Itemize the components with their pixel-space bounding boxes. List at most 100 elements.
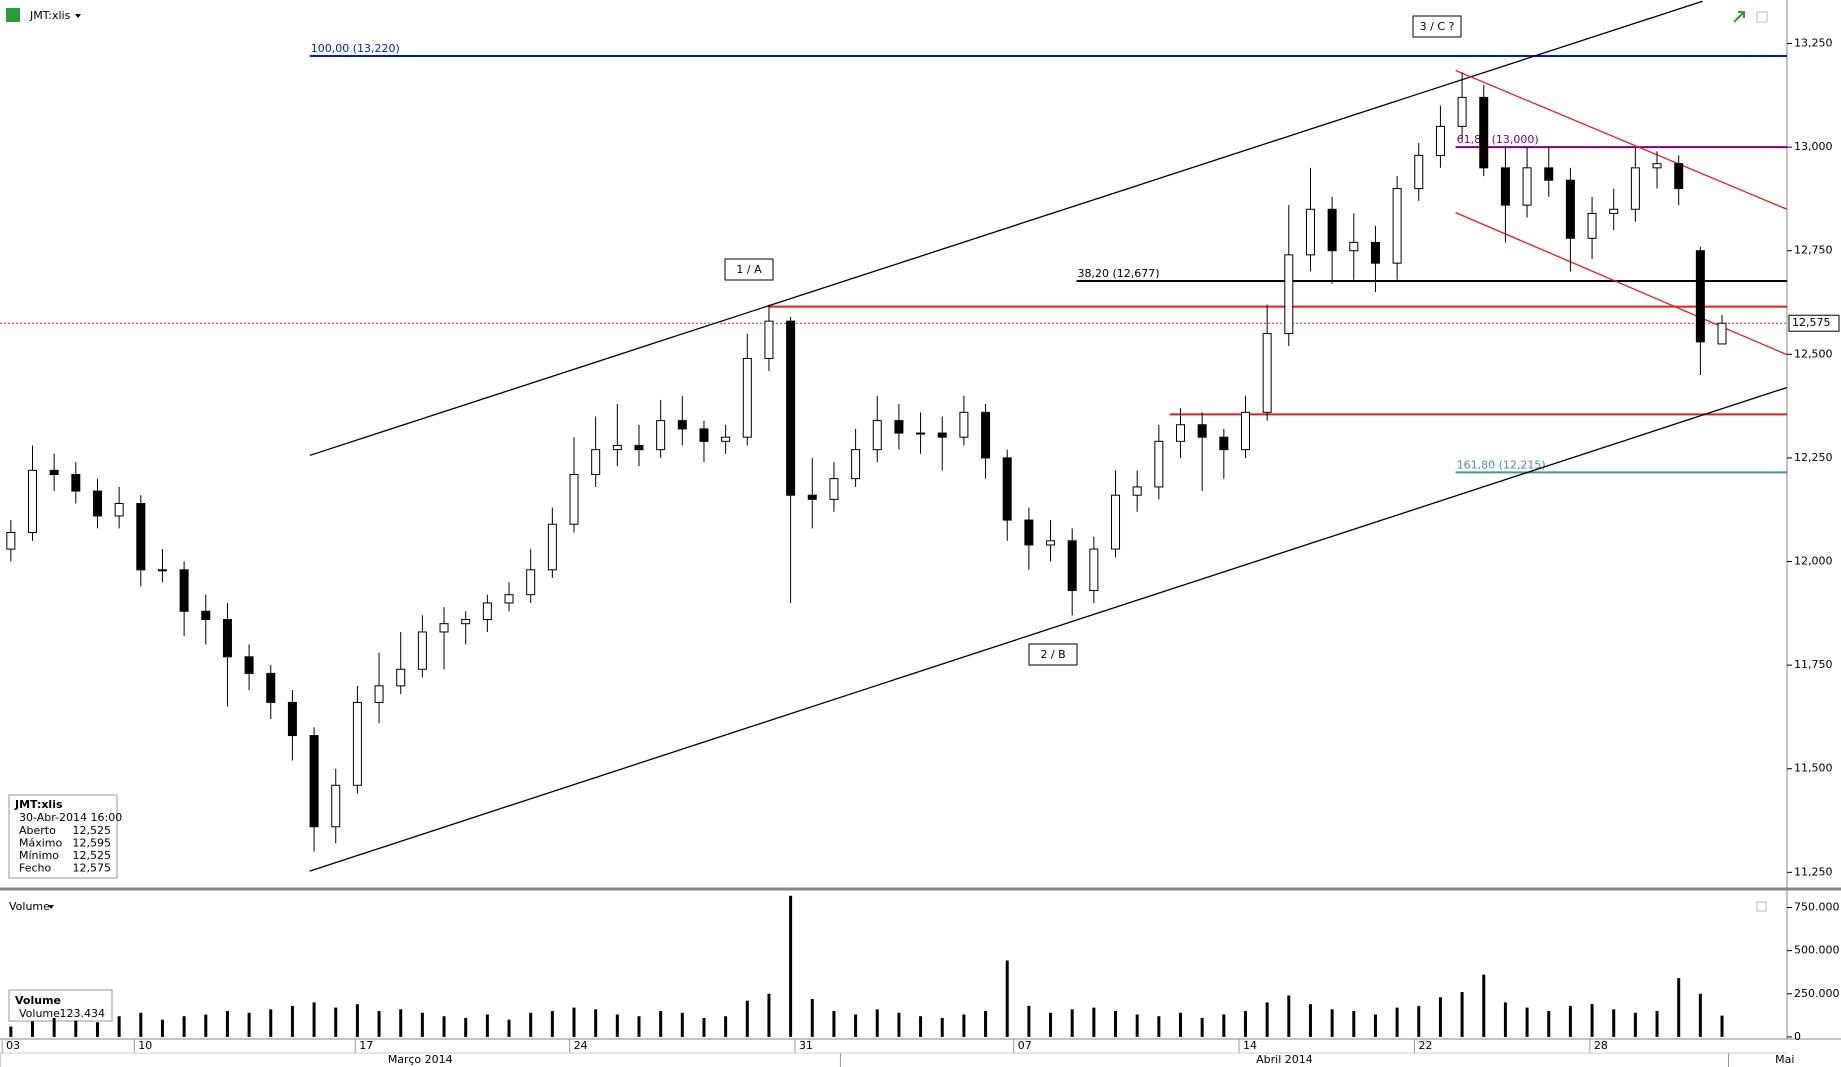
volume-bar bbox=[9, 1026, 13, 1037]
window-icon[interactable] bbox=[1756, 11, 1768, 23]
info-datetime: 30-Abr-2014 16:00 bbox=[19, 811, 122, 824]
candle-body bbox=[1327, 208, 1337, 252]
volume-bar bbox=[30, 1021, 34, 1037]
volume-bar bbox=[919, 1016, 923, 1037]
volume-bar bbox=[1460, 992, 1464, 1037]
volume-bar bbox=[182, 1016, 186, 1037]
x-tick-label: 07 bbox=[1018, 1039, 1032, 1052]
candle-body bbox=[287, 701, 297, 737]
volume-bar bbox=[74, 1020, 78, 1037]
tool-icon[interactable] bbox=[1733, 11, 1745, 23]
candle-body bbox=[1089, 548, 1099, 592]
candle-body bbox=[1565, 179, 1575, 239]
level-label: 38,20 (12,677) bbox=[1078, 267, 1160, 280]
volume-bar bbox=[225, 1011, 229, 1037]
symbol[interactable]: JMT:xlis bbox=[29, 9, 71, 22]
y-tick-label: 12,250 bbox=[1794, 451, 1833, 464]
x-tick-label: 14 bbox=[1243, 1039, 1257, 1052]
candle-body bbox=[1717, 322, 1727, 345]
candle-body bbox=[1370, 241, 1380, 264]
annotation: 1 / A bbox=[736, 263, 762, 276]
dropdown-arrow[interactable] bbox=[75, 14, 81, 18]
candle-body bbox=[1435, 125, 1445, 156]
y-tick-label: 250.000 bbox=[1794, 987, 1840, 1000]
volume-bar bbox=[1482, 974, 1486, 1037]
candle-body bbox=[894, 420, 904, 434]
candle-body bbox=[1522, 167, 1532, 206]
candle-body bbox=[1305, 208, 1315, 256]
volume-bar bbox=[940, 1017, 944, 1037]
y-tick-label: 12,000 bbox=[1794, 555, 1833, 568]
candle-body bbox=[1695, 250, 1705, 343]
y-tick-label: 500.000 bbox=[1794, 944, 1840, 957]
volume-bar bbox=[1503, 1002, 1507, 1037]
volume-bar bbox=[334, 1007, 338, 1037]
candle-body bbox=[591, 449, 601, 475]
volume-bar bbox=[897, 1012, 901, 1037]
candle-body bbox=[136, 503, 146, 571]
y-tick-label: 11,250 bbox=[1794, 865, 1833, 878]
volume-bar bbox=[724, 1016, 728, 1037]
volume-bar bbox=[1677, 978, 1681, 1037]
candle-body bbox=[331, 784, 341, 828]
info-value: 12,525 bbox=[73, 849, 112, 862]
y-tick-label: 750.000 bbox=[1794, 901, 1840, 914]
info-value: 12,575 bbox=[73, 862, 112, 875]
dropdown-arrow[interactable] bbox=[48, 905, 54, 909]
candle-body bbox=[1262, 333, 1272, 413]
info-value: 12,525 bbox=[73, 824, 112, 837]
volume-bar bbox=[1417, 1005, 1421, 1037]
candle-body bbox=[266, 672, 276, 703]
annotation: 3 / C ? bbox=[1420, 20, 1455, 33]
candle-body bbox=[1674, 163, 1684, 190]
candle-body bbox=[721, 436, 731, 442]
volume-bar bbox=[1352, 1011, 1356, 1037]
volume-bar bbox=[832, 1011, 836, 1037]
candle-body bbox=[526, 569, 536, 596]
symbol-icon[interactable] bbox=[6, 8, 20, 22]
volume-bar bbox=[1287, 995, 1291, 1037]
month-label: Mai bbox=[1775, 1053, 1794, 1066]
candle-body bbox=[1544, 167, 1554, 181]
volume-bar bbox=[529, 1012, 533, 1037]
candle-body bbox=[807, 494, 817, 500]
volume-bar bbox=[572, 1007, 576, 1037]
month-label: Abril 2014 bbox=[1256, 1053, 1313, 1066]
volume-bar bbox=[1590, 1004, 1594, 1037]
candle-body bbox=[851, 449, 861, 480]
volume-bar bbox=[1308, 1004, 1312, 1037]
candle-body bbox=[1500, 167, 1510, 206]
candle-body bbox=[1457, 96, 1467, 127]
annotation: 2 / B bbox=[1040, 648, 1065, 661]
month-label: Março 2014 bbox=[388, 1053, 453, 1066]
candle-body bbox=[6, 532, 16, 550]
volume-bar bbox=[680, 1012, 684, 1037]
volume-bar bbox=[1395, 1007, 1399, 1037]
candle-body bbox=[244, 656, 254, 674]
volume-bar bbox=[247, 1012, 251, 1037]
volume-bar bbox=[1612, 1009, 1616, 1037]
candle-body bbox=[461, 619, 471, 625]
candle-body bbox=[1067, 540, 1077, 592]
volume-bar bbox=[1525, 1007, 1529, 1037]
candle-body bbox=[764, 320, 774, 359]
volume-box: Volume Volume 123.434 bbox=[8, 989, 113, 1022]
candle-body bbox=[157, 569, 167, 572]
volume-bar bbox=[1157, 1016, 1161, 1037]
volume-panel-title[interactable]: Volume bbox=[9, 900, 50, 913]
volume-bar bbox=[1633, 1012, 1637, 1037]
candle-body bbox=[309, 735, 319, 828]
candle-body bbox=[742, 357, 752, 438]
candle-body bbox=[677, 420, 687, 430]
candle-body bbox=[1479, 96, 1489, 169]
volume-bar bbox=[1373, 1014, 1377, 1037]
info-value: 12,595 bbox=[73, 837, 112, 850]
candle-body bbox=[569, 473, 579, 525]
candle-body bbox=[1414, 154, 1424, 190]
candle-body bbox=[1002, 457, 1012, 521]
candle-body bbox=[482, 602, 492, 621]
y-tick-label: 12,500 bbox=[1794, 347, 1833, 360]
window-icon[interactable] bbox=[1756, 901, 1767, 912]
